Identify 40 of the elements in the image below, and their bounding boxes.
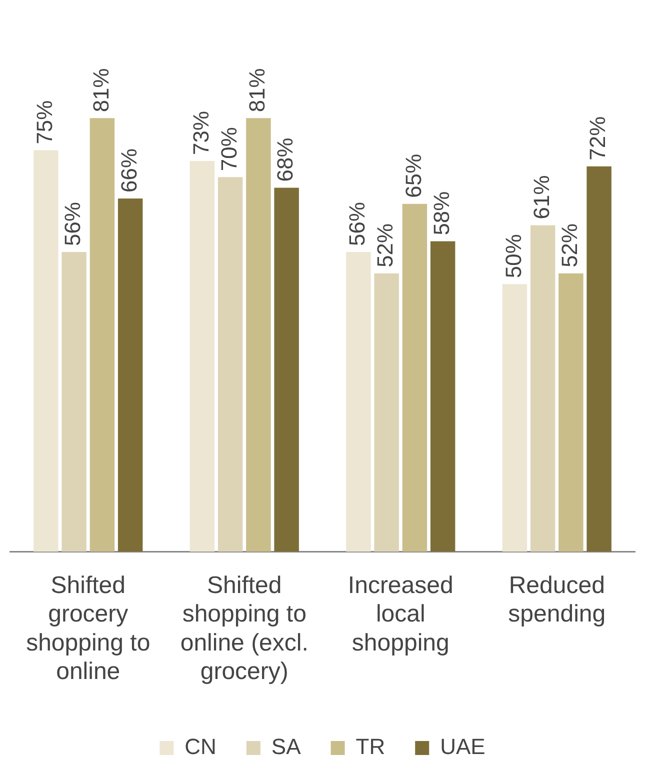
data-label: 73%	[188, 110, 214, 156]
data-label: 68%	[272, 138, 298, 182]
x-tick-label: Shifted grocery shopping to online	[26, 572, 150, 686]
data-label: 65%	[400, 154, 426, 198]
bar	[530, 225, 556, 552]
bar	[558, 273, 584, 552]
bar	[346, 252, 371, 552]
legend-label: UAE	[440, 734, 486, 760]
data-label: 66%	[116, 148, 142, 192]
legend-label: SA	[271, 734, 302, 760]
data-label: 72%	[585, 116, 610, 160]
data-label: 52%	[557, 223, 582, 268]
bar	[274, 188, 299, 552]
bar	[586, 166, 612, 552]
x-tick-label: Shifted shopping to online (excl. grocery)	[180, 572, 308, 686]
bar	[62, 252, 86, 552]
legend-label: CN	[184, 734, 216, 760]
bar	[190, 161, 215, 552]
x-tick-label: Increased local shopping	[348, 572, 454, 656]
data-label: 58%	[428, 191, 454, 236]
bar	[502, 284, 528, 552]
bar	[218, 177, 243, 552]
data-label: 50%	[500, 234, 526, 278]
data-label: 75%	[32, 100, 57, 144]
bar	[90, 118, 115, 552]
bar	[118, 198, 143, 552]
data-label: 81%	[244, 68, 270, 112]
bar	[430, 241, 456, 552]
data-label: 56%	[60, 202, 86, 246]
bar	[402, 204, 428, 552]
bar	[246, 118, 271, 552]
legend-label: TR	[356, 734, 386, 760]
data-label: 70%	[216, 127, 242, 172]
data-label: 52%	[372, 223, 398, 268]
data-label: 81%	[88, 68, 114, 112]
data-label: 61%	[528, 175, 554, 220]
data-label: 56%	[344, 202, 370, 246]
bar	[374, 273, 399, 552]
bar	[34, 150, 58, 552]
x-tick-label: Reduced spending	[508, 572, 606, 628]
